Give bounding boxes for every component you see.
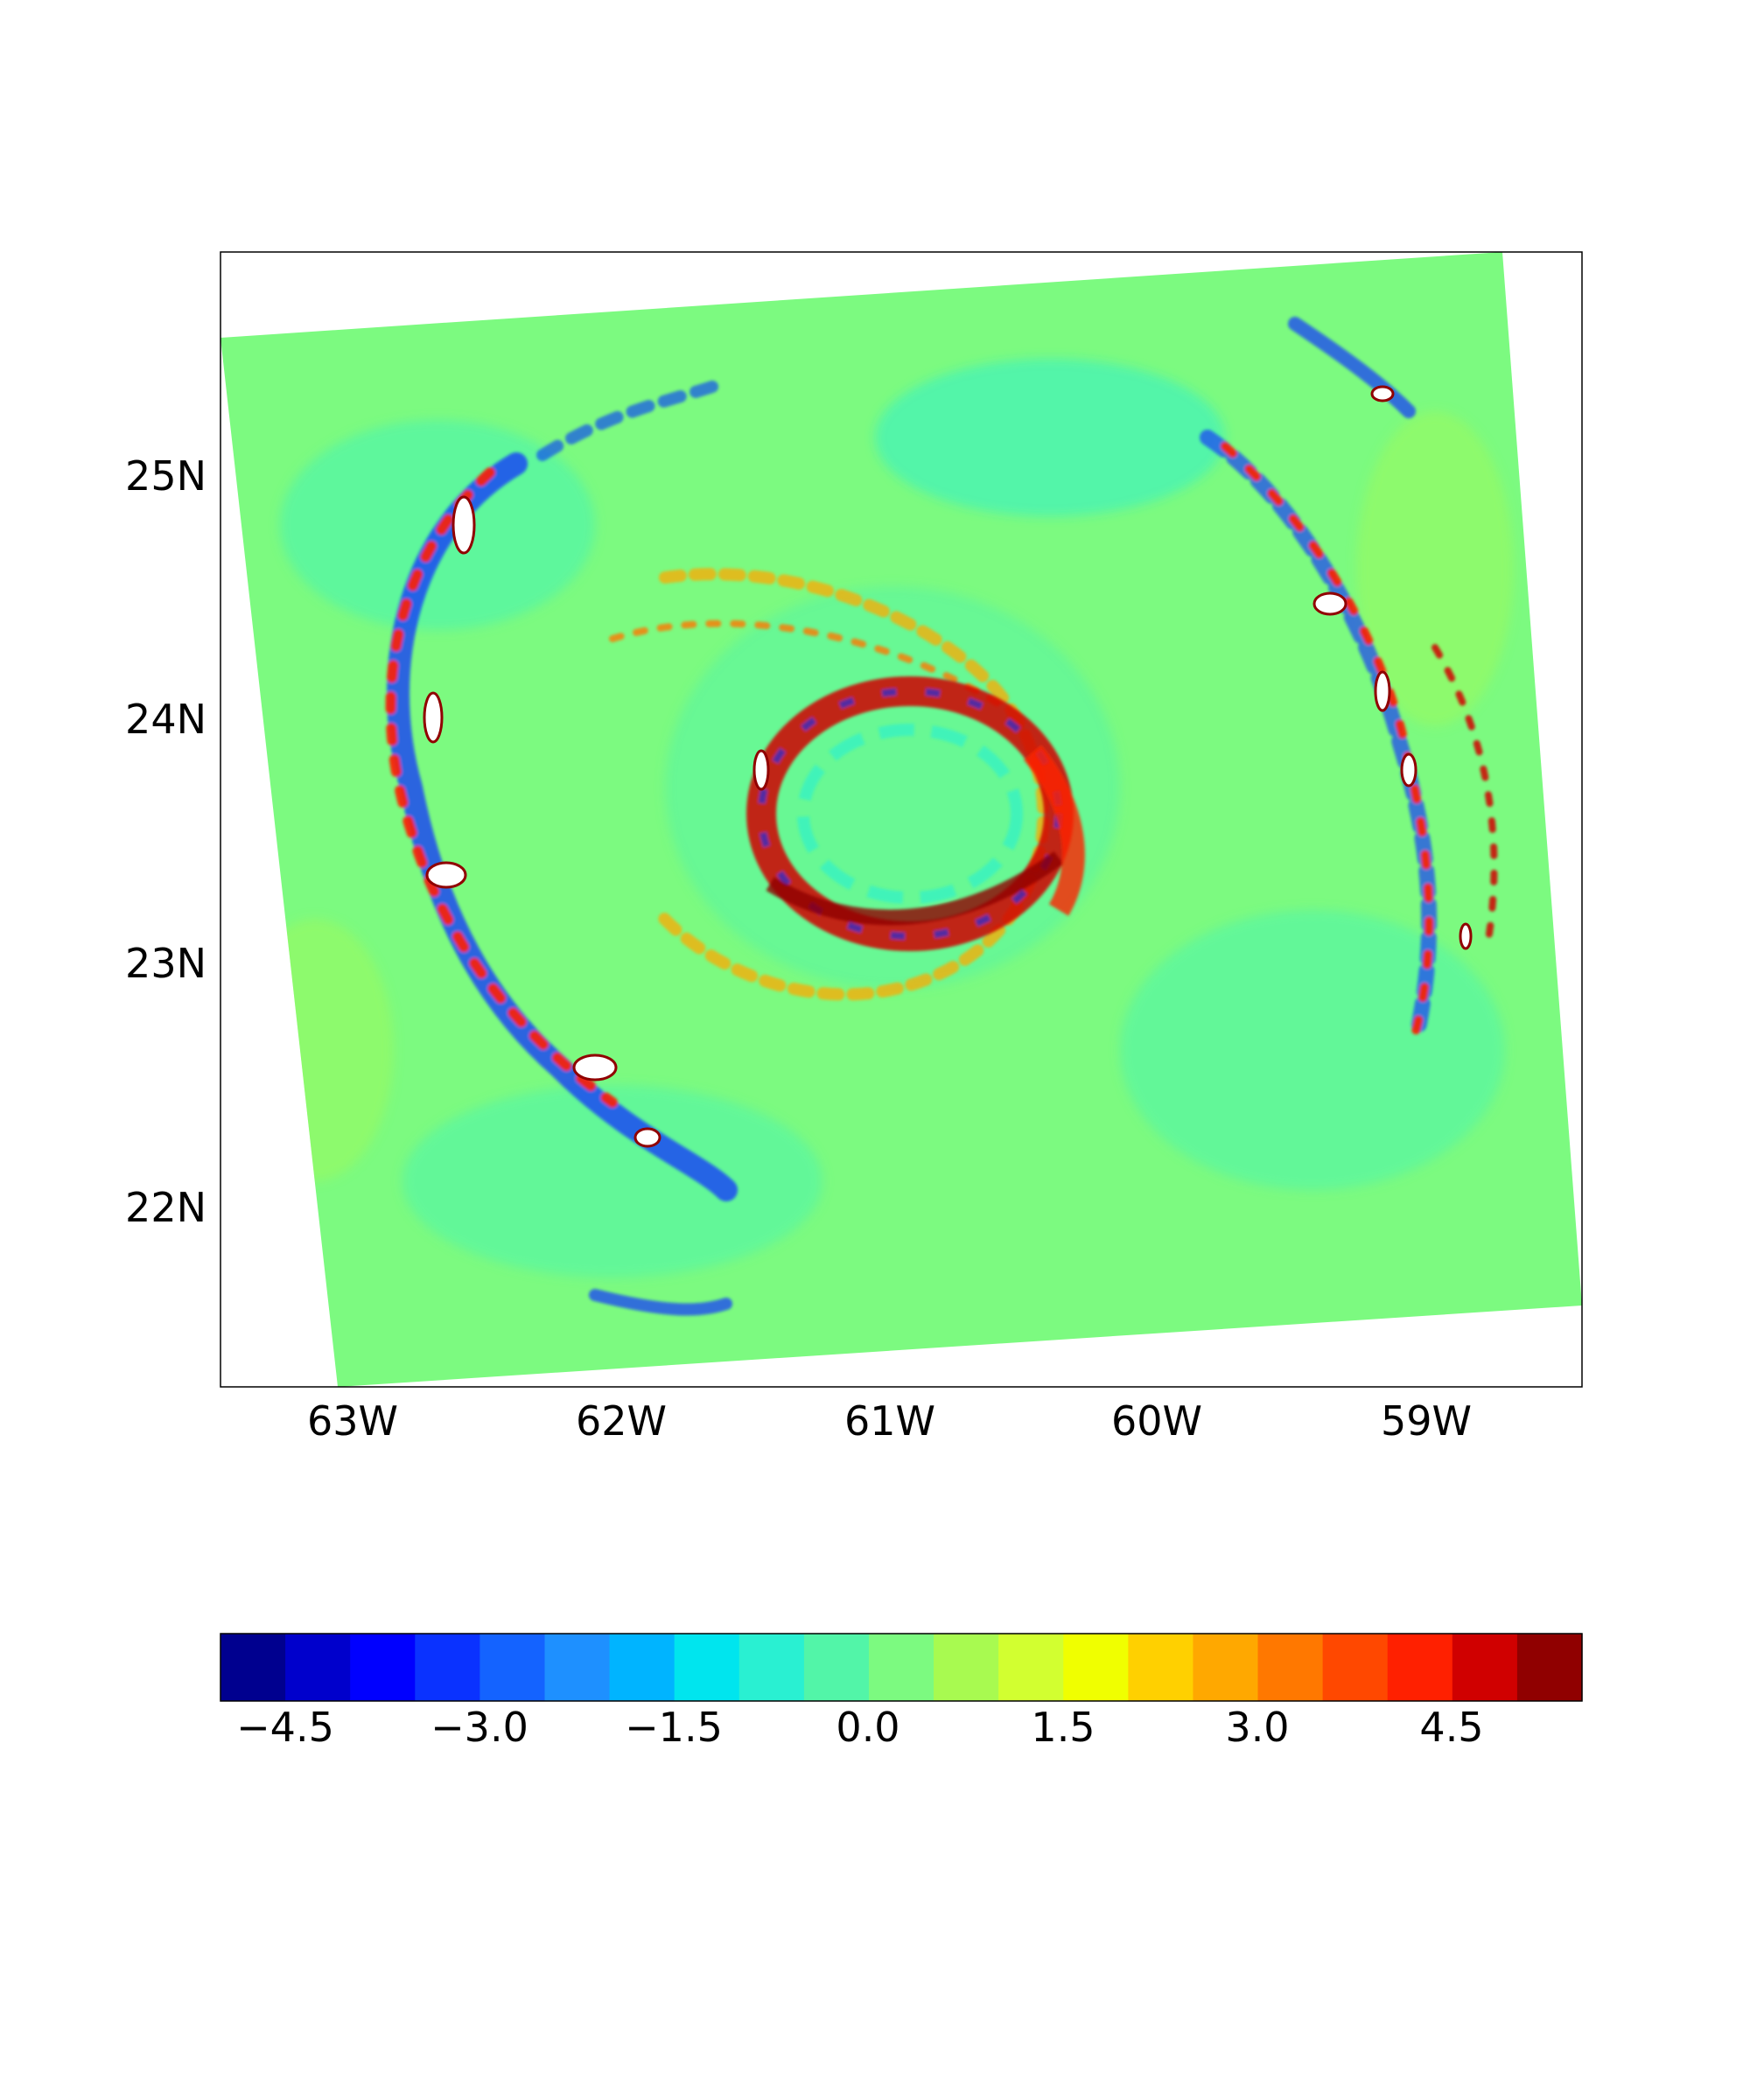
- colorbar-swatch: [415, 1634, 480, 1701]
- northeast-cluster: [1288, 317, 1416, 418]
- colorbar-tick-neg3-0: −3.0: [430, 1704, 528, 1751]
- outer-rainband-west-positive: [385, 467, 618, 1108]
- lon-tick-63w: 63W: [307, 1397, 398, 1445]
- inner-spiral-arm-2: [609, 620, 1010, 712]
- lon-tick-60w: 60W: [1111, 1397, 1202, 1445]
- colorbar-swatch: [220, 1634, 286, 1701]
- colorbar-swatch: [1452, 1634, 1518, 1701]
- colorbar-swatch: [1387, 1634, 1453, 1701]
- colorbar-tick-labels: −4.5 −3.0 −1.5 0.0 1.5 3.0 4.5: [236, 1704, 1483, 1751]
- eyewall: [746, 676, 1085, 951]
- colorbar-tick-3-0: 3.0: [1225, 1704, 1289, 1751]
- colorbar-swatch: [868, 1634, 934, 1701]
- lat-tick-24n: 24N: [125, 696, 206, 743]
- colorbar-tick-0-0: 0.0: [836, 1704, 900, 1751]
- colorbar-tick-4-5: 4.5: [1419, 1704, 1483, 1751]
- colorbar-swatch: [1193, 1634, 1259, 1701]
- colorbar-swatch: [1128, 1634, 1194, 1701]
- lat-tick-23n: 23N: [125, 940, 206, 987]
- colorbar-frame: [220, 1633, 1583, 1702]
- lon-tick-61w: 61W: [844, 1397, 935, 1445]
- colorbar-swatch: [738, 1634, 805, 1701]
- south-band: [589, 1289, 732, 1316]
- colorbar: −4.5 −3.0 −1.5 0.0 1.5 3.0 4.5: [220, 1633, 1583, 1751]
- colorbar-swatch: [285, 1634, 351, 1701]
- data-swath: [220, 252, 1582, 1387]
- colorbar-swatch: [934, 1634, 999, 1701]
- colorbar-swatch: [1322, 1634, 1389, 1701]
- colorbar-swatch: [1257, 1634, 1324, 1701]
- lon-tick-62w: 62W: [576, 1397, 667, 1445]
- colorbar-swatch: [480, 1634, 546, 1701]
- convective-cells: [423, 385, 1473, 1148]
- colorbar-swatch: [1063, 1634, 1129, 1701]
- colorbar-swatch: [1516, 1634, 1583, 1701]
- colorbar-swatch: [998, 1634, 1064, 1701]
- colorbar-tick-neg4-5: −4.5: [236, 1704, 334, 1751]
- map-frame: [220, 251, 1583, 1388]
- eastern-outer-band: [1432, 644, 1498, 948]
- colorbar-swatch: [803, 1634, 870, 1701]
- colorbar-swatch: [544, 1634, 611, 1701]
- lat-tick-25n: 25N: [125, 452, 206, 500]
- colorbar-swatch: [609, 1634, 676, 1701]
- colorbar-swatch: [674, 1634, 740, 1701]
- colorbar-tick-neg1-5: −1.5: [625, 1704, 723, 1751]
- lat-tick-22n: 22N: [125, 1184, 206, 1231]
- lon-tick-labels: 63W 62W 61W 60W 59W: [307, 1397, 1472, 1445]
- colorbar-tick-1-5: 1.5: [1031, 1704, 1095, 1751]
- colorbar-swatches: [220, 1634, 1583, 1701]
- lon-tick-59w: 59W: [1381, 1397, 1472, 1445]
- colorbar-swatch: [350, 1634, 416, 1701]
- outer-rainband-north: [536, 379, 724, 461]
- lat-tick-labels: 25N 24N 23N 22N: [125, 452, 206, 1231]
